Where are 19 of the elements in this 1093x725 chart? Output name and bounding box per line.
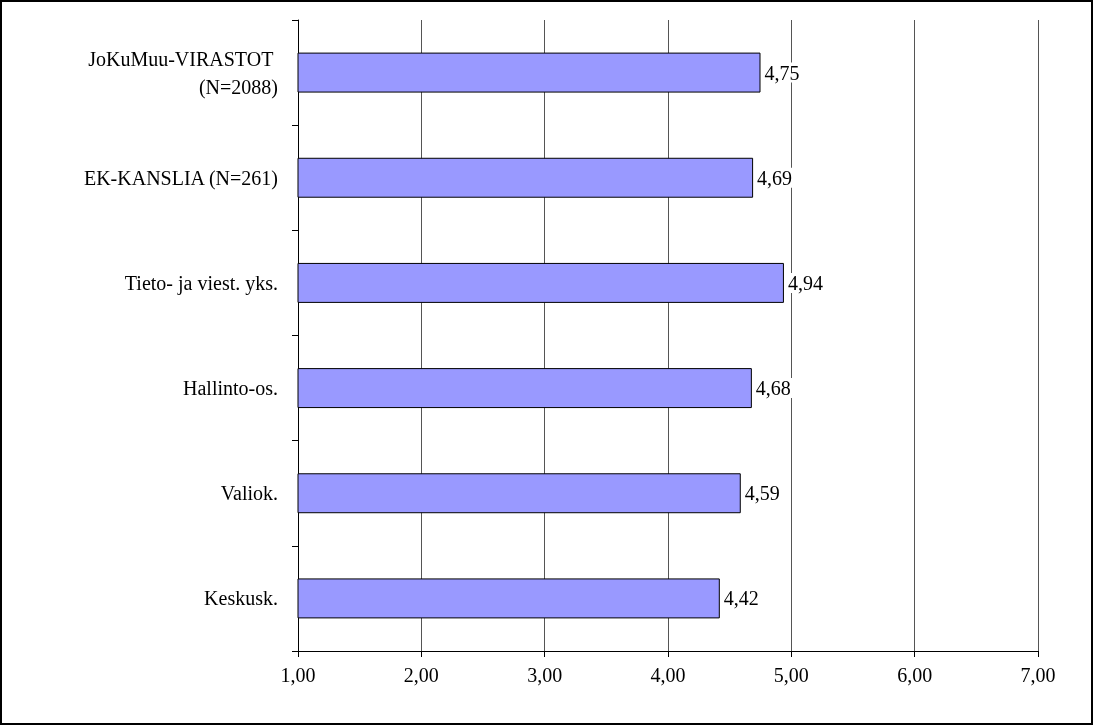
data-label: 4,94 <box>787 271 823 294</box>
x-tick-label: 5,00 <box>773 664 809 686</box>
data-label: 4,69 <box>757 166 793 189</box>
data-label: 4,68 <box>755 377 791 400</box>
y-tick-label: Valiok. <box>220 482 278 505</box>
x-tick-label: 7,00 <box>1020 664 1056 686</box>
data-label: 4,59 <box>744 482 780 505</box>
x-tick-label: 2,00 <box>403 664 439 686</box>
data-label: 4,75 <box>764 61 800 84</box>
x-tick-label: 1,00 <box>280 664 316 686</box>
x-tick-label: 4,00 <box>650 664 686 686</box>
y-tick-label: Tieto- ja viest. yks. <box>124 271 278 295</box>
y-tick-label: Keskusk. <box>204 587 278 610</box>
y-tick-label: JoKuMuu-VIRASTOT (N=2088) <box>88 47 278 99</box>
y-tick-label: Hallinto-os. <box>183 377 278 400</box>
data-label: 4,42 <box>723 587 759 610</box>
y-tick-label: EK-KANSLIA (N=261) <box>83 166 278 190</box>
x-tick-label: 3,00 <box>527 664 563 686</box>
x-tick-label: 6,00 <box>897 664 933 686</box>
